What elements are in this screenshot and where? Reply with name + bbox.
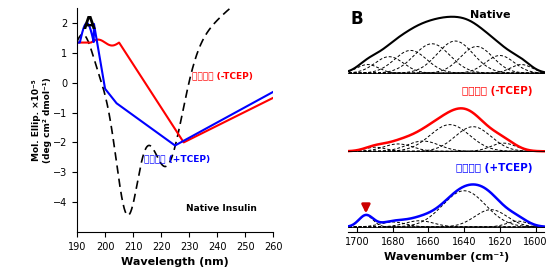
X-axis label: Wavelength (nm): Wavelength (nm): [122, 257, 229, 267]
Text: A: A: [83, 15, 96, 33]
Text: Native Insulin: Native Insulin: [186, 204, 257, 213]
Text: ニードル (-TCEP): ニードル (-TCEP): [192, 71, 253, 80]
Text: ニードル (-TCEP): ニードル (-TCEP): [462, 86, 532, 96]
Text: B: B: [350, 10, 362, 28]
Y-axis label: Mol. Ellip. ×10⁻⁵
(deg cm² dmol⁻¹): Mol. Ellip. ×10⁻⁵ (deg cm² dmol⁻¹): [32, 77, 52, 163]
Text: Native: Native: [470, 10, 510, 20]
Text: ヌードル (+TCEP): ヌードル (+TCEP): [456, 163, 532, 172]
X-axis label: Wavenumber (cm⁻¹): Wavenumber (cm⁻¹): [384, 252, 509, 262]
Text: ヌードル (+TCEP): ヌードル (+TCEP): [144, 155, 211, 164]
